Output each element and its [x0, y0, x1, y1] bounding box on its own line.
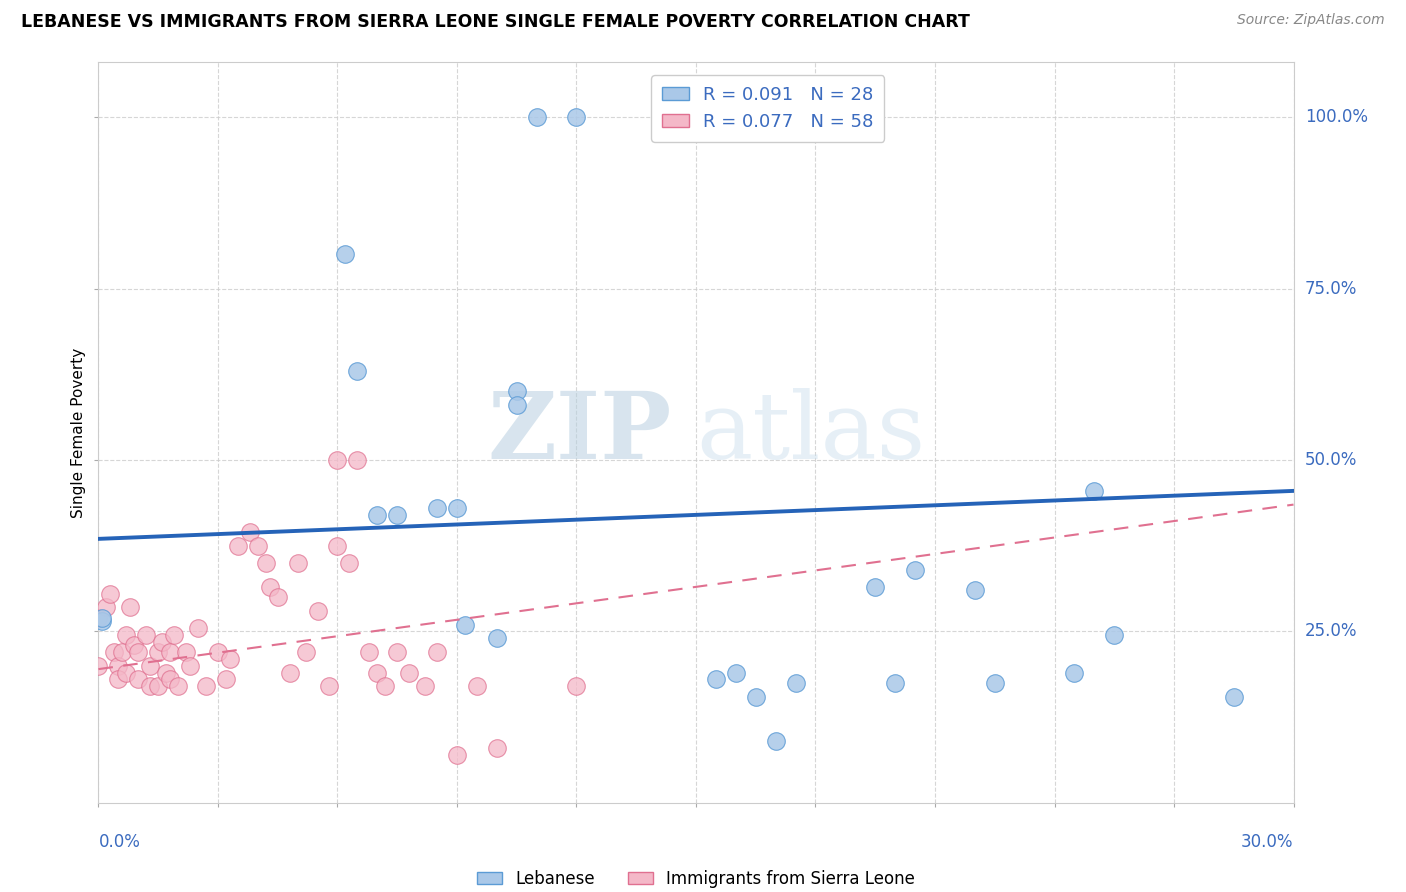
Point: [465, 679, 488, 693]
Point: [148, 679, 170, 693]
Point: [139, 658, 162, 673]
Point: [287, 556, 309, 570]
Point: [366, 508, 388, 522]
Point: [87, 658, 110, 673]
Text: atlas: atlas: [696, 388, 925, 477]
Point: [246, 539, 269, 553]
Point: [195, 679, 218, 693]
Point: [124, 638, 146, 652]
Point: [278, 665, 301, 680]
Point: [765, 734, 787, 748]
Point: [148, 645, 170, 659]
Point: [135, 628, 157, 642]
Point: [426, 501, 449, 516]
Point: [963, 583, 986, 598]
Point: [107, 673, 129, 687]
Point: [267, 590, 290, 604]
Point: [326, 539, 349, 553]
Point: [346, 364, 368, 378]
Point: [1063, 665, 1085, 680]
Point: [704, 673, 727, 687]
Text: 50.0%: 50.0%: [1305, 451, 1357, 469]
Point: [159, 645, 181, 659]
Point: [307, 604, 329, 618]
Point: [150, 634, 173, 648]
Point: [179, 658, 201, 673]
Point: [984, 676, 1007, 690]
Point: [785, 676, 807, 690]
Point: [163, 628, 186, 642]
Point: [219, 652, 242, 666]
Text: 75.0%: 75.0%: [1305, 280, 1357, 298]
Point: [366, 665, 388, 680]
Point: [91, 610, 114, 624]
Point: [506, 384, 529, 399]
Point: [485, 741, 508, 756]
Point: [98, 587, 122, 601]
Point: [155, 665, 177, 680]
Point: [96, 600, 118, 615]
Point: [103, 645, 125, 659]
Text: 30.0%: 30.0%: [1241, 833, 1294, 851]
Point: [446, 747, 468, 762]
Point: [346, 453, 368, 467]
Point: [111, 645, 134, 659]
Point: [904, 563, 927, 577]
Point: [115, 665, 138, 680]
Text: 25.0%: 25.0%: [1305, 623, 1357, 640]
Text: LEBANESE VS IMMIGRANTS FROM SIERRA LEONE SINGLE FEMALE POVERTY CORRELATION CHART: LEBANESE VS IMMIGRANTS FROM SIERRA LEONE…: [21, 13, 970, 31]
Point: [226, 539, 249, 553]
Point: [107, 658, 129, 673]
Point: [335, 247, 357, 261]
Text: 100.0%: 100.0%: [1305, 108, 1368, 127]
Text: 0.0%: 0.0%: [98, 833, 141, 851]
Point: [385, 645, 409, 659]
Point: [1083, 483, 1105, 498]
Point: [1223, 690, 1246, 704]
Point: [446, 501, 468, 516]
Point: [187, 621, 209, 635]
Point: [359, 645, 381, 659]
Point: [413, 679, 436, 693]
Point: [454, 617, 477, 632]
Point: [120, 600, 142, 615]
Point: [318, 679, 340, 693]
Point: [139, 679, 162, 693]
Point: [127, 645, 149, 659]
Point: [127, 673, 149, 687]
Point: [724, 665, 747, 680]
Point: [565, 110, 588, 124]
Point: [426, 645, 449, 659]
Point: [174, 645, 197, 659]
Point: [506, 398, 529, 412]
Text: Source: ZipAtlas.com: Source: ZipAtlas.com: [1237, 13, 1385, 28]
Y-axis label: Single Female Poverty: Single Female Poverty: [70, 348, 86, 517]
Point: [884, 676, 907, 690]
Point: [215, 673, 238, 687]
Point: [239, 524, 262, 539]
Point: [745, 690, 768, 704]
Point: [526, 110, 548, 124]
Point: [294, 645, 316, 659]
Point: [865, 580, 887, 594]
Point: [91, 614, 114, 628]
Point: [398, 665, 420, 680]
Point: [259, 580, 281, 594]
Point: [565, 679, 588, 693]
Point: [254, 556, 277, 570]
Point: [374, 679, 396, 693]
Legend: Lebanese, Immigrants from Sierra Leone: Lebanese, Immigrants from Sierra Leone: [470, 863, 922, 892]
Point: [326, 453, 349, 467]
Point: [167, 679, 190, 693]
Point: [385, 508, 409, 522]
Point: [87, 610, 110, 624]
Point: [485, 632, 508, 646]
Point: [159, 673, 181, 687]
Point: [339, 556, 361, 570]
Point: [115, 628, 138, 642]
Point: [207, 645, 229, 659]
Point: [1104, 628, 1126, 642]
Text: ZIP: ZIP: [488, 388, 672, 477]
